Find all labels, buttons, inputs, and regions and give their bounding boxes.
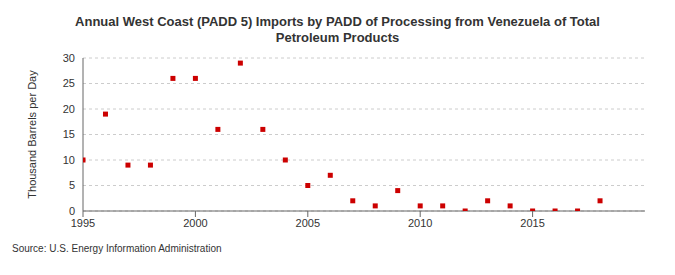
svg-text:5: 5: [69, 179, 75, 191]
svg-text:2015: 2015: [520, 217, 544, 229]
html-text:Source: U.S. Energy Informatio: Source: U.S. Energy Information Administ…: [12, 243, 222, 254]
svg-text:Thousand Barrels per Day: Thousand Barrels per Day: [26, 70, 38, 199]
svg-text:0: 0: [69, 205, 75, 217]
svg-text:2000: 2000: [183, 217, 207, 229]
svg-text:10: 10: [63, 154, 75, 166]
svg-text:15: 15: [63, 128, 75, 140]
svg-text:30: 30: [63, 52, 75, 64]
svg-text:2005: 2005: [296, 217, 320, 229]
svg-text:1995: 1995: [71, 217, 95, 229]
svg-text:25: 25: [63, 77, 75, 89]
svg-text:20: 20: [63, 103, 75, 115]
svg-text:2010: 2010: [408, 217, 432, 229]
html-text:Annual West Coast (PADD 5) Imp: Annual West Coast (PADD 5) Imports by PA…: [75, 14, 600, 45]
